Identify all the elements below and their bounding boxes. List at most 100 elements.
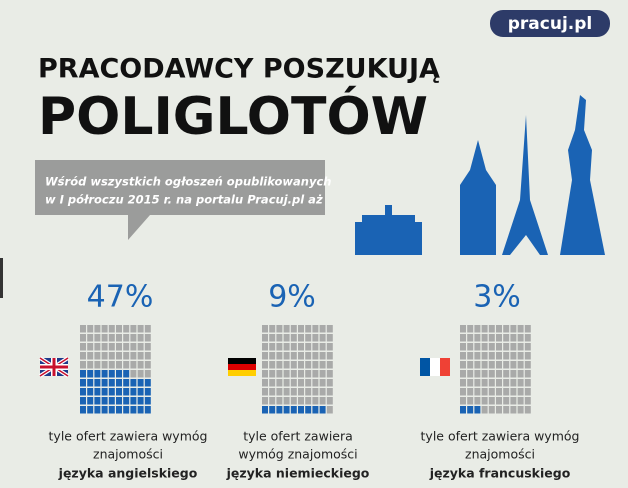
waffle-cell-empty (474, 397, 481, 405)
landmarks (355, 95, 605, 255)
waffle-cell (87, 379, 94, 387)
waffle-cell-empty (496, 361, 502, 369)
title-line: POLIGLOTÓW (38, 85, 428, 147)
waffle-cell-empty (467, 379, 474, 387)
waffle-cell (80, 370, 86, 378)
waffle-cell-empty (467, 370, 474, 378)
waffle-cell-empty (503, 334, 510, 342)
waffle-cell-empty (510, 343, 517, 351)
waffle-cell-empty (481, 388, 488, 396)
category-label: języka niemieckiego (226, 466, 370, 481)
brandenburg-gate (355, 205, 422, 255)
waffle-cell-empty (80, 343, 86, 351)
waffle-cell-empty (481, 370, 488, 378)
waffle-cell-empty (130, 370, 137, 378)
waffle-cell-empty (123, 343, 130, 351)
waffle-cell-empty (467, 361, 474, 369)
waffle-cell-empty (144, 370, 151, 378)
waffle-cell-empty (312, 343, 319, 351)
waffle-cell (123, 379, 130, 387)
waffle-cell-empty (298, 343, 304, 351)
waffle-cell-empty (467, 334, 474, 342)
waffle-cell-empty (517, 352, 524, 360)
waffle-cell-empty (269, 325, 276, 333)
waffle-cell-empty (94, 361, 101, 369)
waffle-cell-empty (326, 325, 333, 333)
waffle-cell-empty (283, 334, 290, 342)
waffle-cell (123, 370, 130, 378)
waffle-cell (80, 379, 86, 387)
waffle-cell-empty (80, 352, 86, 360)
bubble-text: Wśród wszystkich ogłoszeń opublikowanych (45, 175, 331, 189)
waffle-cell-empty (80, 325, 86, 333)
waffle-cell (474, 406, 481, 414)
waffle-cell-empty (269, 397, 276, 405)
waffle-cell-empty (130, 361, 137, 369)
waffle-cell (130, 397, 137, 405)
waffle-cell-empty (474, 361, 481, 369)
caption: znajomości (93, 447, 163, 462)
waffle-cell-empty (488, 361, 495, 369)
waffle-cell-empty (269, 352, 276, 360)
waffle-cell-empty (496, 325, 502, 333)
waffle-cell-empty (319, 388, 326, 396)
caption: tyle ofert zawiera wymóg (49, 429, 208, 444)
waffle-cell-empty (524, 334, 531, 342)
waffle-cell-empty (474, 334, 481, 342)
waffle-cell-empty (481, 352, 488, 360)
waffle-cell-empty (290, 397, 297, 405)
waffle-cell-empty (524, 406, 531, 414)
waffle-cell-empty (319, 352, 326, 360)
caption: tyle ofert zawiera (243, 429, 353, 444)
waffle-cell-empty (283, 397, 290, 405)
waffle-cell (123, 397, 130, 405)
waffle-cell (137, 388, 144, 396)
waffle-cell-empty (305, 334, 312, 342)
waffle-cell-empty (524, 370, 531, 378)
waffle-cell-empty (496, 343, 502, 351)
waffle-cell-empty (290, 334, 297, 342)
flag-uk (38, 356, 70, 378)
waffle-cell-empty (276, 379, 283, 387)
waffle-cell-empty (488, 370, 495, 378)
waffle-cell-empty (517, 343, 524, 351)
waffle-cell-empty (467, 352, 474, 360)
waffle-cell-empty (474, 325, 481, 333)
waffle-cell-empty (319, 334, 326, 342)
waffle-cell-empty (290, 361, 297, 369)
waffle-cell (87, 370, 94, 378)
waffle-cell (80, 397, 86, 405)
eiffel-tower (502, 115, 548, 255)
waffle-cell-empty (326, 406, 333, 414)
waffle-cell-empty (319, 325, 326, 333)
waffle-cell (123, 406, 130, 414)
waffle-cell-empty (290, 379, 297, 387)
bubble-text: w I półroczu 2015 r. na portalu Pracuj.p… (45, 193, 323, 207)
waffle-cell-empty (276, 334, 283, 342)
waffle-cell-empty (503, 370, 510, 378)
waffle-cell-empty (510, 325, 517, 333)
waffle-cell-empty (488, 325, 495, 333)
waffle-cell-empty (262, 379, 268, 387)
waffle-cell-empty (503, 397, 510, 405)
waffle-cell-empty (298, 352, 304, 360)
waffle-cell-empty (276, 361, 283, 369)
waffle-cell-empty (87, 343, 94, 351)
waffle-cell-empty (269, 334, 276, 342)
waffle-cell (116, 388, 122, 396)
waffle-cell-empty (326, 334, 333, 342)
waffle-cell-empty (326, 388, 333, 396)
waffle-cell-empty (481, 406, 488, 414)
waffle-cell-empty (290, 325, 297, 333)
waffle-cell-empty (496, 397, 502, 405)
waffle-cell-empty (481, 397, 488, 405)
waffle-cell-empty (488, 388, 495, 396)
waffle-cell-empty (283, 343, 290, 351)
waffle-cell-empty (524, 325, 531, 333)
waffle-cell-empty (137, 352, 144, 360)
waffle-cell (116, 379, 122, 387)
waffle-cell-empty (496, 370, 502, 378)
waffle-cell-empty (262, 370, 268, 378)
waffle-cell (137, 379, 144, 387)
waffle-cell-empty (326, 352, 333, 360)
